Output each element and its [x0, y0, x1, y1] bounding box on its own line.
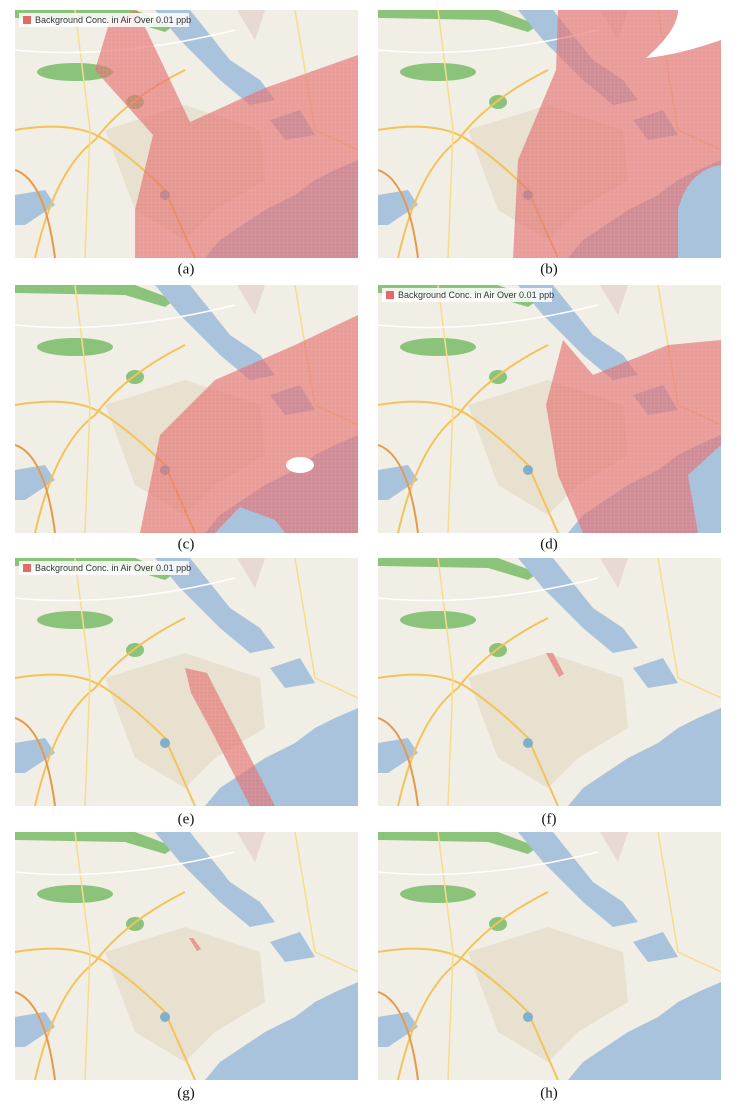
legend-label: Background Conc. in Air Over 0.01 ppb — [35, 563, 191, 573]
caption: (e) — [178, 811, 195, 827]
map-panel: Background Conc. in Air Over 0.01 ppb — [15, 10, 358, 258]
legend-label: Background Conc. in Air Over 0.01 ppb — [398, 290, 554, 300]
plume — [546, 340, 721, 533]
plume — [513, 10, 721, 258]
caption: (c) — [178, 536, 195, 552]
plume — [185, 668, 275, 806]
caption: (g) — [177, 1085, 195, 1101]
legend-label: Background Conc. in Air Over 0.01 ppb — [35, 15, 191, 25]
plume — [95, 10, 358, 258]
plume — [189, 938, 201, 951]
map-panel: Background Conc. in Air Over 0.01 ppb — [378, 285, 721, 533]
map-panel: Background Conc. in Air Over 0.01 ppb — [15, 558, 358, 806]
caption: (h) — [540, 1085, 558, 1101]
map-panel — [15, 832, 358, 1080]
caption: (f) — [542, 811, 557, 827]
map-panel — [378, 10, 721, 258]
map-panel — [378, 558, 721, 806]
map-panel — [15, 285, 358, 533]
caption: (d) — [540, 536, 558, 552]
map-panel — [378, 832, 721, 1080]
plume — [140, 315, 358, 533]
caption: (b) — [540, 261, 558, 277]
caption: (a) — [178, 261, 195, 277]
plume — [546, 653, 564, 677]
